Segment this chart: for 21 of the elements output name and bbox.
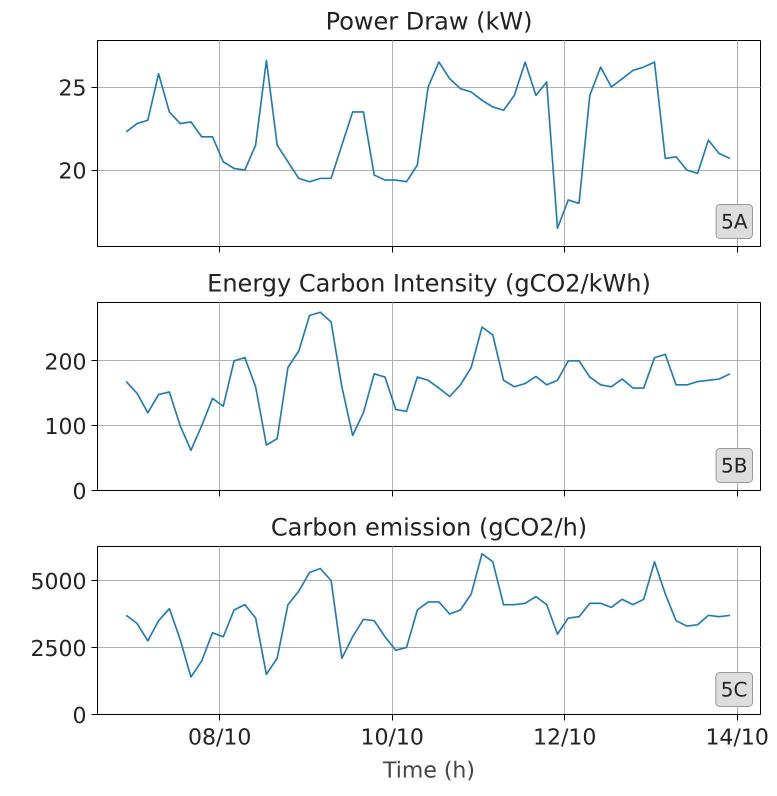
chart-title: Carbon emission (gCO2/h) <box>270 514 588 542</box>
y-tick-label: 5000 <box>30 570 87 596</box>
annotation: 5A <box>721 210 748 234</box>
line-series <box>125 552 731 678</box>
y-tick-label: 20 <box>58 160 87 185</box>
annotation: 5C <box>720 678 748 702</box>
y-tick-label: 200 <box>44 350 87 376</box>
y-tick-label: 100 <box>44 415 87 440</box>
x-axis-title: Time (h) <box>382 758 475 784</box>
x-tick-label: 12/10 <box>532 726 596 750</box>
y-tick-label: 25 <box>58 76 87 102</box>
y-tick-label: 0 <box>72 480 87 505</box>
chart-title: Power Draw (kW) <box>326 8 532 36</box>
chart-title: Energy Carbon Intensity (gCO2/kWh) <box>207 270 651 298</box>
annotation: 5B <box>721 454 748 478</box>
line-series <box>125 311 731 452</box>
y-tick-label: 0 <box>72 704 87 729</box>
x-tick-label: 10/10 <box>360 726 424 750</box>
x-tick-label: 08/10 <box>188 726 252 750</box>
y-tick-label: 2500 <box>30 637 87 662</box>
x-tick-label: 14/10 <box>705 726 769 750</box>
